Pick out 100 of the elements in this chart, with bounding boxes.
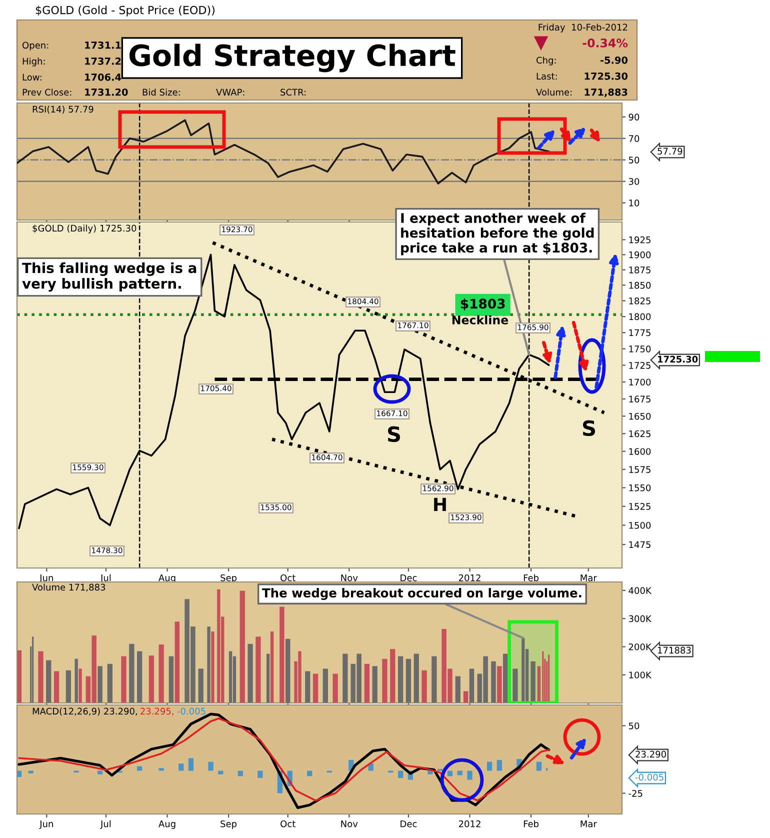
bar [98, 666, 102, 703]
annotation: I expect another week of hesitation before the gold price take a run at $1803. [401, 212, 594, 256]
text: 1731.20 [85, 88, 128, 96]
annotation: RSI(14) 57.79 [32, 106, 94, 114]
y-tick-label: 1825 [629, 297, 650, 304]
y-tick-label: 1650 [629, 412, 651, 420]
text: Prev Close: [22, 88, 72, 96]
bar [178, 764, 184, 771]
x-tick-label: Feb [524, 820, 539, 828]
bar [307, 770, 312, 776]
bar [469, 668, 474, 703]
bar [129, 644, 134, 703]
bar [46, 660, 52, 703]
y-tick-label: 1850 [629, 282, 651, 289]
bar [54, 671, 60, 703]
y-tick-label: 1725 [629, 362, 650, 369]
x-tick-label: Jul [100, 820, 111, 829]
bar [398, 656, 404, 703]
bar [457, 770, 462, 776]
text: 171,883 [584, 88, 628, 98]
bar [322, 668, 328, 703]
annotation: This falling wedge is a very bullish pattern. [22, 262, 196, 292]
bar [463, 691, 468, 703]
bar [280, 606, 284, 703]
y-tick-label: 300K [628, 615, 652, 622]
x-tick-label: Sep [220, 574, 237, 583]
bar [382, 658, 388, 703]
text: 57.79 [658, 148, 682, 155]
text: -0.34% [582, 38, 628, 48]
bar [137, 651, 142, 703]
bar [137, 766, 142, 771]
x-tick-label: Jun [39, 820, 53, 829]
y-tick-label: 1875 [629, 266, 650, 274]
text: Open: [22, 42, 48, 50]
bar [305, 671, 310, 703]
ref-line-label: $1803 [460, 298, 505, 310]
x-tick-label: Mar [580, 574, 597, 582]
bar [312, 674, 318, 703]
x-tick-label: Nov [341, 574, 358, 582]
bar [158, 768, 164, 771]
y-tick-label: 1550 [629, 484, 651, 492]
y-tick-label: 70 [628, 135, 640, 142]
bar [270, 632, 274, 703]
chart-title: Gold Strategy Chart [129, 44, 456, 72]
y-tick-label: 1700 [629, 378, 651, 386]
text: SCTR: [280, 88, 306, 96]
line-series [17, 119, 550, 184]
y-tick-label: 10 [629, 200, 640, 206]
bar [38, 651, 44, 703]
annotation: H [434, 498, 446, 511]
y-tick-label: 1500 [629, 522, 651, 529]
x-tick-label: Oct [280, 574, 296, 582]
bar [414, 654, 419, 703]
bar [390, 648, 396, 703]
y-tick-label: 1600 [629, 448, 651, 455]
x-tick-label: Dec [400, 574, 417, 582]
y-tick-label: 400K [628, 587, 652, 594]
text: 23.290 [636, 750, 666, 758]
text: Chg: [536, 56, 556, 66]
bar [228, 651, 232, 703]
bar [364, 664, 370, 703]
bar [372, 666, 378, 703]
bar [107, 664, 112, 703]
annotation: The wedge breakout occured on large volume. [262, 588, 582, 600]
y-tick-label: 1900 [629, 251, 651, 258]
bar [218, 770, 224, 774]
annotation: 23.295, [140, 708, 174, 716]
y-tick-label: -25 [628, 790, 642, 797]
bar [512, 668, 518, 703]
text: Low: [22, 74, 42, 81]
bar [428, 770, 433, 774]
bar [422, 670, 427, 703]
bar [497, 666, 502, 703]
bar [486, 762, 492, 771]
text: Bid Size: [142, 88, 180, 96]
x-tick-label: Aug [158, 820, 176, 829]
annotation: S [582, 420, 595, 436]
bar [208, 762, 214, 771]
text: 1737.2 [85, 57, 121, 65]
annotation: Neckline [452, 315, 508, 324]
text: Friday 10-Feb-2012 [538, 24, 628, 32]
annotation: S [388, 426, 400, 442]
annotation: Volume 171,883 [32, 584, 106, 592]
bar [256, 636, 261, 703]
bar [496, 760, 502, 771]
bar [238, 770, 243, 776]
y-tick-label: 1525 [629, 503, 650, 510]
bar [491, 661, 496, 703]
bar [536, 762, 542, 771]
bar [467, 770, 472, 780]
text: Volume: [536, 88, 572, 96]
text: 171883 [658, 646, 691, 654]
y-tick-label: 30 [628, 178, 640, 185]
bar [188, 758, 194, 771]
y-tick-label: 50 [628, 156, 640, 164]
y-tick-label: 1750 [629, 346, 651, 352]
y-tick-label: 1625 [629, 430, 650, 438]
x-tick-label: Nov [341, 820, 358, 828]
text: VWAP: [216, 88, 244, 96]
x-tick-label: Sep [220, 820, 237, 829]
